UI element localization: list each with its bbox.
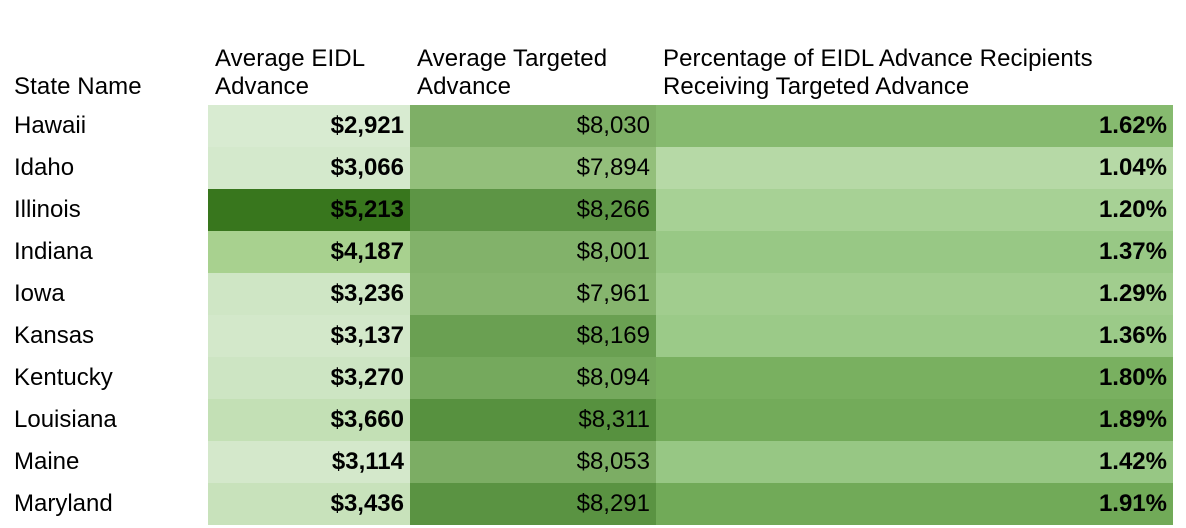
table-row: Maine $3,114 $8,053 1.42% xyxy=(0,441,1173,483)
average-targeted-cell[interactable]: $8,030 xyxy=(410,105,656,147)
percentage-cell[interactable]: 1.37% xyxy=(656,231,1173,273)
average-eidl-cell[interactable]: $3,066 xyxy=(208,147,410,189)
table-row: Indiana $4,187 $8,001 1.37% xyxy=(0,231,1173,273)
percentage-cell[interactable]: 1.91% xyxy=(656,483,1173,525)
table-row: Iowa $3,236 $7,961 1.29% xyxy=(0,273,1173,315)
percentage-cell[interactable]: 1.04% xyxy=(656,147,1173,189)
average-eidl-cell[interactable]: $3,114 xyxy=(208,441,410,483)
header-average-targeted-advance[interactable]: Average Targeted Advance xyxy=(417,45,608,100)
average-eidl-cell[interactable]: $2,921 xyxy=(208,105,410,147)
average-targeted-cell[interactable]: $8,169 xyxy=(410,315,656,357)
state-name-cell[interactable]: Kansas xyxy=(14,322,95,349)
header-state-name[interactable]: State Name xyxy=(14,73,142,100)
average-eidl-cell[interactable]: $3,270 xyxy=(208,357,410,399)
state-name-cell[interactable]: Kentucky xyxy=(14,364,113,391)
average-eidl-cell[interactable]: $3,137 xyxy=(208,315,410,357)
average-targeted-cell[interactable]: $7,961 xyxy=(410,273,656,315)
percentage-cell[interactable]: 1.62% xyxy=(656,105,1173,147)
average-targeted-cell[interactable]: $8,266 xyxy=(410,189,656,231)
table-body: Hawaii $2,921 $8,030 1.62% Idaho $3,066 … xyxy=(0,105,1173,525)
state-name-cell[interactable]: Indiana xyxy=(14,238,93,265)
percentage-cell[interactable]: 1.20% xyxy=(656,189,1173,231)
table-row: Hawaii $2,921 $8,030 1.62% xyxy=(0,105,1173,147)
state-name-cell[interactable]: Hawaii xyxy=(14,112,87,139)
average-eidl-cell[interactable]: $3,236 xyxy=(208,273,410,315)
percentage-cell[interactable]: 1.89% xyxy=(656,399,1173,441)
state-name-cell[interactable]: Louisiana xyxy=(14,406,117,433)
average-eidl-cell[interactable]: $3,436 xyxy=(208,483,410,525)
percentage-cell[interactable]: 1.36% xyxy=(656,315,1173,357)
header-percentage-targeted[interactable]: Percentage of EIDL Advance Recipients Re… xyxy=(663,45,1093,100)
state-name-cell[interactable]: Maryland xyxy=(14,490,113,517)
average-targeted-cell[interactable]: $8,094 xyxy=(410,357,656,399)
average-eidl-cell[interactable]: $5,213 xyxy=(208,189,410,231)
percentage-cell[interactable]: 1.42% xyxy=(656,441,1173,483)
table-row: Maryland $3,436 $8,291 1.91% xyxy=(0,483,1173,525)
percentage-cell[interactable]: 1.80% xyxy=(656,357,1173,399)
table-row: Kentucky $3,270 $8,094 1.80% xyxy=(0,357,1173,399)
percentage-cell[interactable]: 1.29% xyxy=(656,273,1173,315)
average-eidl-cell[interactable]: $4,187 xyxy=(208,231,410,273)
header-row: State Name Average EIDL Advance Average … xyxy=(0,0,1173,105)
state-name-cell[interactable]: Iowa xyxy=(14,280,65,307)
table-row: Idaho $3,066 $7,894 1.04% xyxy=(0,147,1173,189)
state-name-cell[interactable]: Illinois xyxy=(14,196,81,223)
table-row: Louisiana $3,660 $8,311 1.89% xyxy=(0,399,1173,441)
average-targeted-cell[interactable]: $8,053 xyxy=(410,441,656,483)
state-name-cell[interactable]: Idaho xyxy=(14,154,75,181)
average-eidl-cell[interactable]: $3,660 xyxy=(208,399,410,441)
state-name-cell[interactable]: Maine xyxy=(14,448,80,475)
header-average-eidl-advance[interactable]: Average EIDL Advance xyxy=(215,45,365,100)
table-row: Illinois $5,213 $8,266 1.20% xyxy=(0,189,1173,231)
average-targeted-cell[interactable]: $7,894 xyxy=(410,147,656,189)
average-targeted-cell[interactable]: $8,311 xyxy=(410,399,656,441)
average-targeted-cell[interactable]: $8,291 xyxy=(410,483,656,525)
table-row: Kansas $3,137 $8,169 1.36% xyxy=(0,315,1173,357)
average-targeted-cell[interactable]: $8,001 xyxy=(410,231,656,273)
